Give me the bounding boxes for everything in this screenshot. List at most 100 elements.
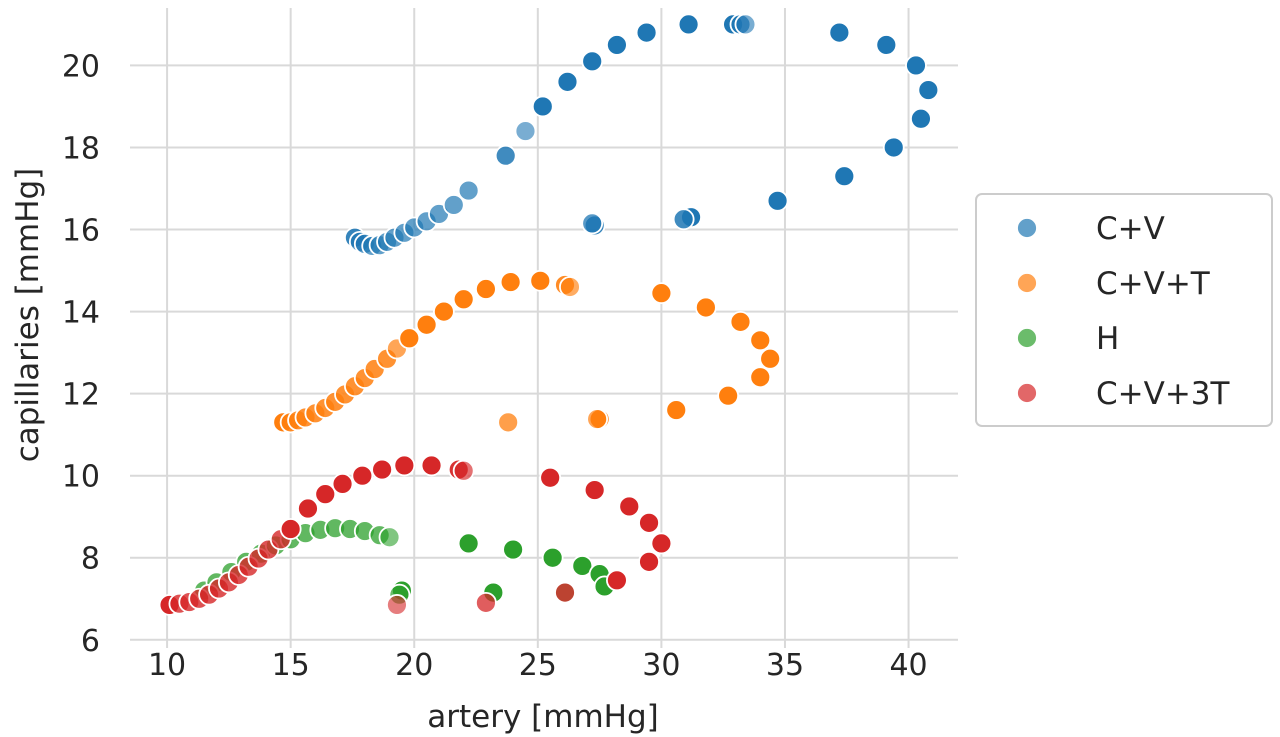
x-tick-label: 40 <box>889 648 927 683</box>
y-tick-label: 18 <box>62 131 100 166</box>
x-tick-label: 20 <box>395 648 433 683</box>
legend-item: C+V+3T <box>1016 376 1231 412</box>
data-point <box>833 165 856 188</box>
x-axis-label: artery [mmHg] <box>427 699 659 735</box>
data-point <box>638 550 660 573</box>
data-point <box>749 329 772 352</box>
data-point <box>729 310 752 333</box>
series-C+V <box>344 13 940 257</box>
legend-label: H <box>1096 321 1119 357</box>
x-tick-label: 15 <box>272 648 310 683</box>
data-point <box>297 497 319 520</box>
data-point <box>351 464 374 487</box>
data-point <box>529 269 552 292</box>
data-point <box>571 555 594 577</box>
data-point <box>554 581 576 604</box>
data-point <box>331 472 354 495</box>
data-point <box>494 144 517 167</box>
data-point <box>665 399 688 421</box>
y-tick-label: 20 <box>62 49 100 84</box>
data-point <box>475 278 497 300</box>
data-point <box>694 296 717 319</box>
data-point <box>882 136 905 159</box>
legend-marker <box>1016 327 1038 349</box>
data-point <box>559 276 581 298</box>
y-tick-label: 14 <box>62 296 100 331</box>
data-point <box>531 95 554 118</box>
x-tick-label: 10 <box>148 648 186 683</box>
data-point <box>905 54 927 77</box>
data-point <box>606 34 628 56</box>
data-point <box>279 518 302 540</box>
data-point <box>618 495 641 518</box>
grid <box>130 8 958 648</box>
data-point <box>638 511 660 534</box>
data-point <box>386 594 408 616</box>
data-point <box>432 300 455 323</box>
legend-label: C+V+3T <box>1096 376 1231 412</box>
data-point <box>457 179 480 202</box>
data-point <box>452 288 475 311</box>
data-point <box>650 282 673 305</box>
data-point <box>398 327 421 350</box>
data-point <box>677 13 700 36</box>
legend-frame <box>975 193 1273 427</box>
data-point <box>759 347 782 370</box>
data-points <box>158 13 940 616</box>
legend-item: C+V+T <box>1016 266 1211 302</box>
data-point <box>452 459 475 482</box>
legend-item: H <box>1016 321 1119 357</box>
y-axis-label: capillaries [mmHg] <box>10 168 46 463</box>
data-point <box>749 366 772 389</box>
x-tick-label: 25 <box>519 648 557 683</box>
data-point <box>514 120 537 142</box>
data-point <box>875 34 898 56</box>
legend-label: C+V+T <box>1096 266 1211 302</box>
legend-marker <box>1016 272 1038 294</box>
data-point <box>499 271 522 293</box>
data-point <box>586 408 609 430</box>
data-point <box>457 532 480 555</box>
data-point <box>650 532 673 555</box>
x-tick-labels: 10 15 20 25 30 35 40 <box>148 648 928 683</box>
data-point <box>606 569 628 592</box>
data-point <box>828 21 851 44</box>
y-tick-labels: 6 8 10 12 14 16 18 20 <box>62 49 100 658</box>
series-C+V+3T <box>158 454 673 616</box>
data-point <box>541 546 564 569</box>
legend-item: C+V <box>1016 211 1165 247</box>
data-point <box>442 194 465 216</box>
legend: C+V C+V+T H C+V+3T <box>975 193 1273 427</box>
data-point <box>635 21 658 44</box>
data-point <box>415 313 438 336</box>
y-tick-label: 16 <box>62 214 100 249</box>
data-point <box>420 454 443 477</box>
x-tick-label: 35 <box>766 648 804 683</box>
series-C+V+T <box>272 269 782 434</box>
legend-marker <box>1016 382 1038 404</box>
data-point <box>910 107 932 130</box>
x-tick-label: 30 <box>642 648 680 683</box>
data-point <box>314 483 337 506</box>
data-point <box>502 538 525 561</box>
y-tick-label: 6 <box>81 624 100 659</box>
data-point <box>766 189 789 212</box>
data-point <box>583 479 606 501</box>
data-point <box>539 466 562 489</box>
data-point <box>717 384 740 407</box>
data-point <box>581 212 604 235</box>
data-point <box>672 208 695 231</box>
data-point <box>378 526 401 549</box>
y-tick-label: 8 <box>81 542 100 577</box>
legend-label: C+V <box>1096 211 1165 247</box>
data-point <box>556 70 579 93</box>
data-point <box>734 13 757 36</box>
y-tick-label: 10 <box>62 460 100 495</box>
legend-marker <box>1016 217 1038 239</box>
data-point <box>581 50 604 73</box>
data-point <box>475 591 497 614</box>
data-point <box>497 411 520 434</box>
y-tick-label: 12 <box>62 378 100 413</box>
data-point <box>371 458 394 481</box>
